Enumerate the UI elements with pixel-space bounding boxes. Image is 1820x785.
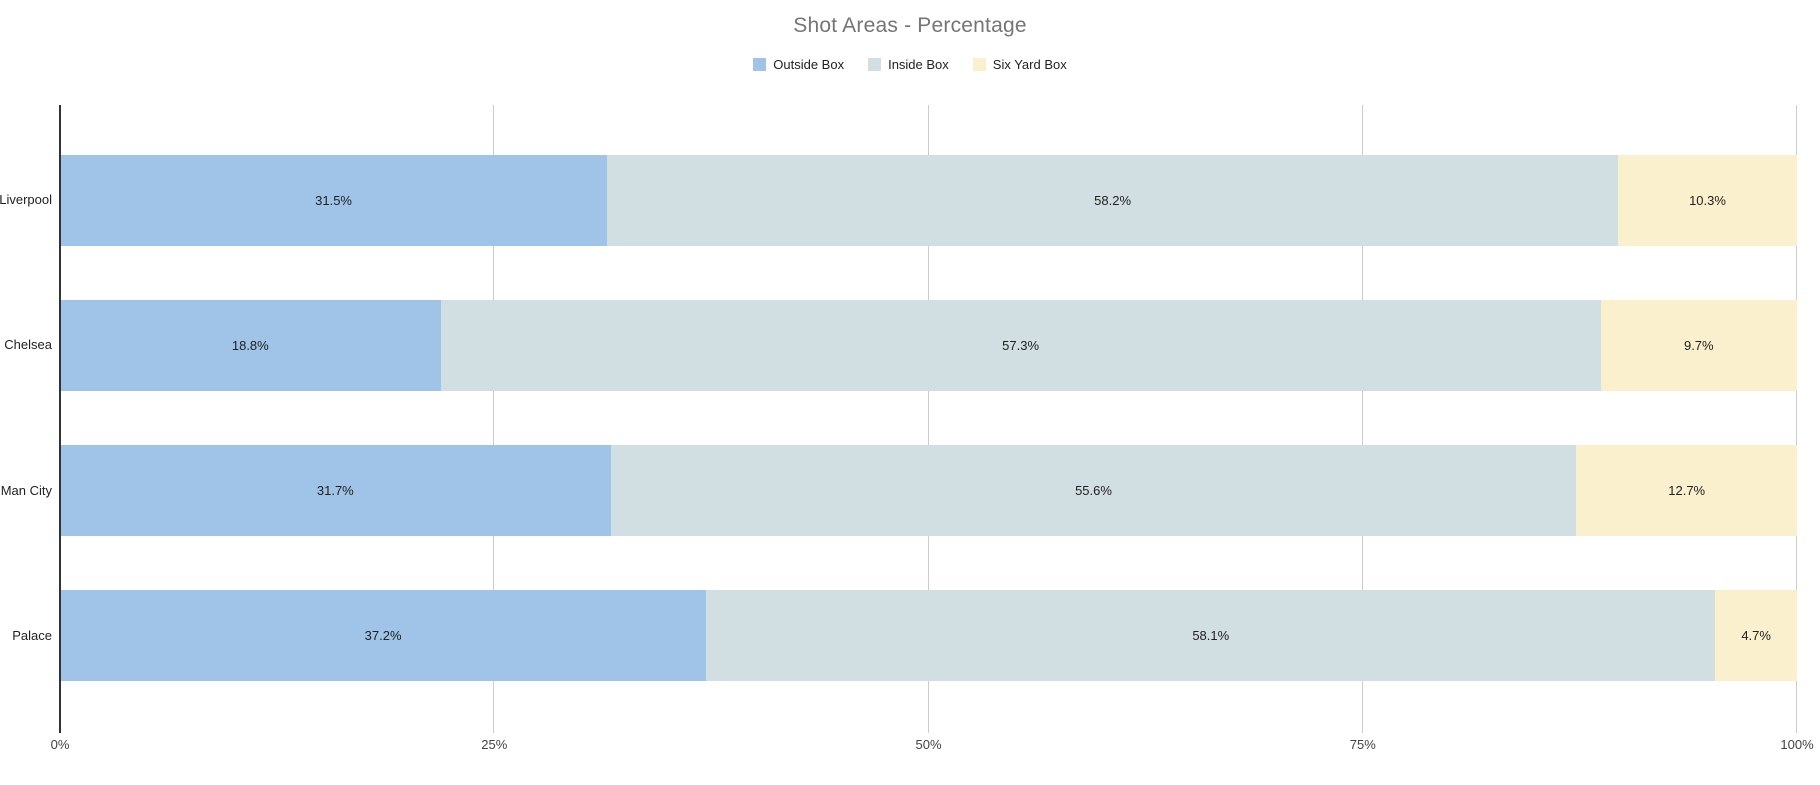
legend-swatch-icon xyxy=(868,57,882,71)
bar-segment-outside-box[interactable]: 31.5% xyxy=(60,154,608,246)
legend-item-six-yard-box[interactable]: Six Yard Box xyxy=(972,56,1067,72)
segment-value-label: 55.6% xyxy=(1075,483,1112,498)
legend-item-inside-box[interactable]: Inside Box xyxy=(868,57,949,72)
stacked-bar[interactable]: 31.7% 55.6% 12.7% xyxy=(60,445,1797,536)
segment-value-label: 12.7% xyxy=(1668,483,1706,498)
bar-row-palace: 37.2% 58.1% 4.7% xyxy=(60,590,1797,682)
x-tick-label-50: 50% xyxy=(915,737,942,752)
gridline-75 xyxy=(1362,105,1363,733)
segment-value-label: 58.2% xyxy=(1094,192,1132,208)
bar-segment-inside-box[interactable]: 58.1% xyxy=(706,590,1716,682)
bar-segment-outside-box[interactable]: 37.2% xyxy=(60,590,707,682)
bar-segment-outside-box[interactable]: 31.7% xyxy=(60,445,611,536)
bar-segment-inside-box[interactable]: 55.6% xyxy=(610,445,1577,536)
gridline-50 xyxy=(928,105,929,733)
category-label-liverpool: Liverpool xyxy=(0,192,52,207)
stacked-bar[interactable]: 37.2% 58.1% 4.7% xyxy=(60,590,1797,682)
category-label-man-city: Man City xyxy=(0,482,52,498)
segment-value-label: 58.1% xyxy=(1192,628,1230,644)
x-tick-label-0: 0% xyxy=(50,737,70,752)
segment-value-label: 9.7% xyxy=(1683,337,1714,353)
bar-segment-six-yard-box[interactable]: 9.7% xyxy=(1600,299,1797,391)
bar-segment-six-yard-box[interactable]: 4.7% xyxy=(1715,590,1797,682)
segment-value-label: 4.7% xyxy=(1741,628,1771,644)
stacked-bar[interactable]: 18.8% 57.3% 9.7% xyxy=(60,299,1797,391)
y-axis-baseline xyxy=(59,105,61,733)
legend-swatch-icon xyxy=(972,57,986,71)
legend-swatch-icon xyxy=(753,57,767,71)
bar-segment-six-yard-box[interactable]: 12.7% xyxy=(1576,445,1797,536)
category-label-chelsea: Chelsea xyxy=(4,337,52,353)
segment-value-label: 37.2% xyxy=(364,628,402,644)
legend-item-label: Inside Box xyxy=(888,56,949,72)
segment-value-label: 57.3% xyxy=(1002,337,1040,353)
bar-row-man-city: 31.7% 55.6% 12.7% xyxy=(60,445,1797,536)
bar-row-chelsea: 18.8% 57.3% 9.7% xyxy=(60,299,1797,391)
x-tick-label-75: 75% xyxy=(1349,737,1376,752)
chart-title: Shot Areas - Percentage xyxy=(793,14,1027,37)
plot-area: 31.5% 58.2% 10.3% 18.8% 57.3% 9.7% 31.7% 55.6% 1… xyxy=(60,105,1797,733)
gridline-100 xyxy=(1796,105,1797,733)
chart-area: 31.5% 58.2% 10.3% 18.8% 57.3% 9.7% 31.7% 55.6% 1… xyxy=(0,105,1820,733)
bar-segment-inside-box[interactable]: 58.2% xyxy=(607,154,1619,246)
bar-row-liverpool: 31.5% 58.2% 10.3% xyxy=(60,154,1797,246)
legend-item-label: Outside Box xyxy=(773,56,845,72)
legend-item-label: Six Yard Box xyxy=(992,56,1067,72)
x-tick-label-25: 25% xyxy=(481,737,508,752)
stacked-bar[interactable]: 31.5% 58.2% 10.3% xyxy=(60,154,1797,246)
segment-value-label: 18.8% xyxy=(231,337,269,353)
segment-value-label: 31.7% xyxy=(316,483,354,498)
legend-item-outside-box[interactable]: Outside Box xyxy=(753,57,844,72)
category-label-palace: Palace xyxy=(12,627,52,643)
x-tick-label-100: 100% xyxy=(1780,737,1814,752)
segment-value-label: 10.3% xyxy=(1689,192,1726,208)
bar-segment-six-yard-box[interactable]: 10.3% xyxy=(1618,154,1797,246)
segment-value-label: 31.5% xyxy=(315,192,352,208)
bar-segment-inside-box[interactable]: 57.3% xyxy=(440,299,1601,391)
x-axis: 0% 25% 50% 75% 100% xyxy=(0,737,1820,757)
bar-segment-outside-box[interactable]: 18.8% xyxy=(60,299,441,391)
chart-legend: Outside Box Inside Box Six Yard Box xyxy=(0,55,1820,73)
gridline-25 xyxy=(493,105,494,733)
